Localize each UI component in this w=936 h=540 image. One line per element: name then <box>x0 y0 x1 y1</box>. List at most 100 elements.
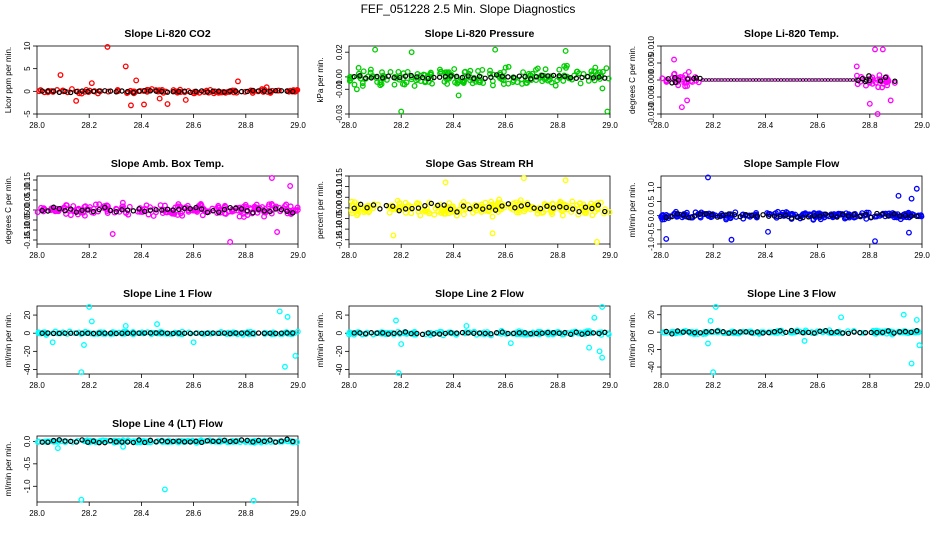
black-point <box>278 438 285 444</box>
outlier-point <box>250 497 257 504</box>
black-point <box>290 438 296 445</box>
data-point <box>265 203 272 210</box>
black-point <box>596 74 602 80</box>
black-point <box>840 211 846 218</box>
data-point <box>546 202 553 209</box>
black-point <box>170 89 176 95</box>
outlier-point <box>128 102 134 109</box>
data-point <box>873 213 880 220</box>
black-point <box>221 437 228 443</box>
black-point <box>851 329 857 335</box>
y-axis-label: Licor ppm per min. <box>4 47 13 113</box>
data-point <box>569 198 576 205</box>
data-point <box>487 67 493 74</box>
data-point <box>451 66 458 73</box>
black-point <box>482 75 488 81</box>
black-point <box>908 213 914 219</box>
black-point <box>73 330 80 336</box>
data-point <box>370 205 377 212</box>
black-point <box>669 331 675 337</box>
black-point <box>834 329 840 335</box>
black-point <box>557 204 563 210</box>
data-point <box>487 70 493 77</box>
black-point <box>720 212 726 218</box>
x-tick-label: 28.6 <box>498 121 514 130</box>
black-point <box>556 73 562 79</box>
outlier-point <box>109 231 116 237</box>
chart-title: Slope Li-820 Pressure <box>425 28 535 40</box>
data-point <box>671 71 677 78</box>
outlier-point <box>81 342 87 348</box>
outlier-point <box>276 308 283 315</box>
black-point <box>107 207 114 214</box>
x-tick-label: 29.0 <box>602 121 618 130</box>
black-point <box>902 328 909 335</box>
black-point <box>788 327 795 334</box>
black-point <box>56 437 63 443</box>
black-point <box>62 208 68 214</box>
black-point <box>391 75 397 81</box>
x-tick-label: 28.8 <box>238 251 254 260</box>
black-point <box>370 202 377 208</box>
y-tick-label: 0.010 <box>647 35 656 56</box>
black-point <box>674 211 681 217</box>
outlier-point <box>156 95 163 102</box>
outlier-point <box>562 177 569 184</box>
data-point <box>467 67 474 74</box>
x-tick-label: 28.6 <box>810 381 826 390</box>
outlier-point <box>801 337 808 344</box>
y-tick-label: 0.00 <box>335 69 344 85</box>
black-point <box>67 438 74 445</box>
black-point <box>697 211 704 217</box>
data-point <box>559 212 566 219</box>
panel-li820-temp: Slope Li-820 Temp. 28.0 28.2 28.4 28.6 28.8 29… <box>624 22 936 152</box>
data-point <box>149 330 156 337</box>
black-point <box>510 330 517 337</box>
black-point <box>480 206 486 212</box>
outlier-point <box>287 183 294 189</box>
y-tick-label: 10 <box>23 41 32 50</box>
black-point <box>528 330 534 337</box>
chart-gas-stream-rh: Slope Gas Stream RH 28.0 28.2 28.4 28.6 28.8 2… <box>316 158 618 260</box>
x-tick-label: 28.8 <box>862 251 878 260</box>
x-tick-label: 28.6 <box>186 381 202 390</box>
black-point <box>204 209 211 216</box>
outlier-point <box>395 370 402 377</box>
black-point <box>441 202 447 208</box>
black-point <box>244 437 250 444</box>
black-point <box>362 331 369 337</box>
x-tick-label: 28.4 <box>758 251 774 260</box>
y-tick-label: 0.05 <box>23 192 32 208</box>
x-tick-label: 29.0 <box>602 381 618 390</box>
x-tick-label: 28.2 <box>81 509 97 518</box>
x-tick-label: 28.4 <box>134 251 150 260</box>
black-point <box>45 208 51 214</box>
outlier-point <box>728 236 735 243</box>
data-point <box>523 79 529 86</box>
black-point <box>545 73 551 79</box>
x-tick-label: 28.4 <box>134 381 150 390</box>
plot-frame <box>348 305 611 375</box>
black-point <box>714 214 721 220</box>
y-tick-label: -0.005 <box>647 85 656 108</box>
data-point <box>139 329 146 336</box>
chart-sample-flow: Slope Sample Flow 28.0 28.2 28.4 28.6 28.8 29.… <box>628 158 930 260</box>
black-point <box>748 212 755 219</box>
black-point <box>39 439 45 445</box>
black-point <box>550 205 557 211</box>
outlier-point <box>586 344 593 351</box>
data-point <box>162 202 168 209</box>
data-point <box>591 77 598 84</box>
black-point <box>374 330 380 336</box>
black-point <box>278 330 285 336</box>
black-point <box>703 329 709 335</box>
black-point <box>663 328 669 335</box>
black-point <box>227 88 233 94</box>
black-point <box>377 206 383 212</box>
black-point <box>766 329 772 336</box>
black-point <box>153 88 159 94</box>
data-point <box>145 211 152 218</box>
black-point <box>187 89 193 95</box>
outlier-point <box>182 96 189 103</box>
x-tick-label: 29.0 <box>914 121 930 130</box>
